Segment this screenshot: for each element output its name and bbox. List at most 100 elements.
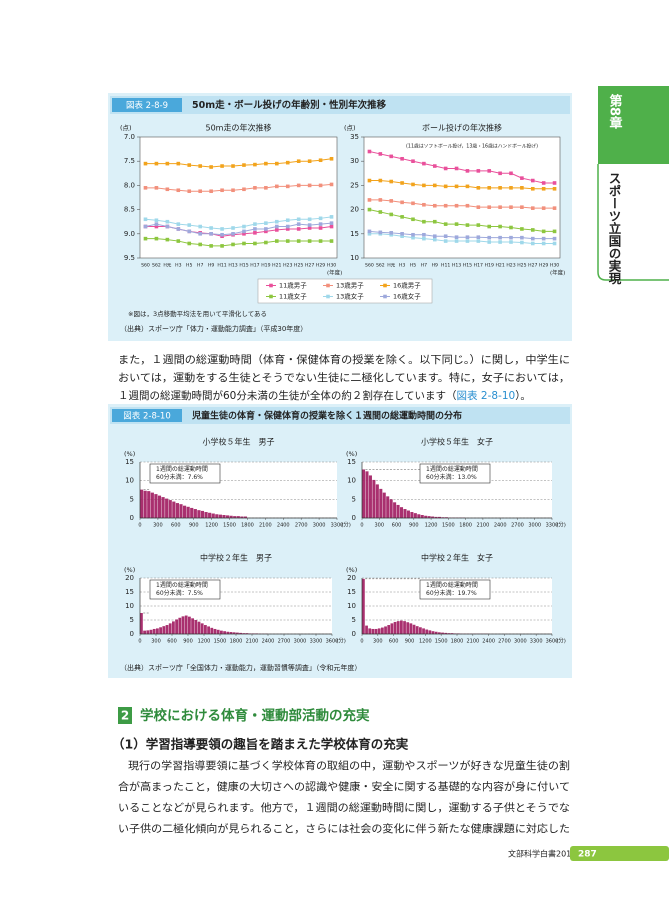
data-point [253, 227, 257, 231]
histogram-bar [403, 509, 407, 518]
legend-marker [326, 283, 330, 288]
data-point [275, 224, 279, 229]
annotation-box [149, 579, 221, 600]
histogram-bar [204, 512, 208, 518]
y-unit: (%) [124, 566, 135, 574]
data-point [411, 232, 415, 237]
histogram-bar [434, 516, 438, 518]
data-point [432, 183, 437, 188]
figure-note: ※図は，3点移動平均法を用いて平滑化してある [128, 309, 267, 318]
histogram-bar [447, 633, 451, 634]
data-point [432, 164, 437, 168]
x-tick-label: 2700 [295, 523, 308, 529]
x-tick-label: 300 [153, 523, 163, 529]
histogram-bar [229, 632, 233, 634]
histogram-bar [245, 633, 249, 634]
y-tick-label: 0 [352, 630, 356, 638]
data-point [253, 186, 257, 190]
histogram-bar [427, 516, 431, 518]
data-point [378, 198, 383, 202]
histogram-bar [190, 507, 194, 518]
data-point [389, 199, 394, 203]
y-tick-label: 10 [125, 602, 134, 610]
histogram-bar [239, 632, 242, 634]
x-tick-label: 1800 [241, 523, 254, 529]
y-tick-label: 8.0 [124, 181, 135, 189]
legend-box [257, 278, 433, 304]
section-subtitle: （1）学習指導要領の趣旨を踏まえた学校体育の充実 [112, 737, 409, 752]
histogram-bar [381, 627, 384, 634]
data-point [275, 228, 279, 232]
x-tick-label: H15 [463, 263, 472, 269]
histogram-bar [225, 515, 230, 518]
x-tick-label: 300 [373, 639, 383, 645]
data-point [143, 217, 148, 222]
chart-title: 小学校５年生 男子 [203, 437, 275, 447]
y-tick-label: 7.0 [124, 133, 135, 141]
histogram-bar [386, 496, 390, 518]
data-point [520, 176, 524, 180]
data-point [253, 241, 257, 246]
x-unit: (分) [341, 521, 351, 529]
data-point [541, 229, 546, 234]
histogram-bar [152, 628, 156, 634]
y-tick-label: 5 [352, 616, 356, 624]
figure-label: 図表 2-8-9 [126, 100, 168, 111]
figure-source: （出典）スポーツ庁「体力・運動能力調査」（平成30年度） [120, 324, 307, 333]
data-point [176, 222, 181, 226]
annotation-text: 1週間の総運動時間 [156, 581, 208, 589]
x-tick-label: H元 [163, 263, 171, 269]
data-point [242, 232, 246, 236]
data-point [242, 187, 246, 192]
x-tick-label: H13 [228, 263, 237, 269]
x-tick-label: H5 [410, 263, 416, 269]
data-point [242, 241, 246, 246]
histogram-bar [204, 625, 207, 634]
series-line [369, 180, 555, 190]
data-point [378, 178, 383, 183]
data-point [198, 224, 202, 229]
x-tick-label: H9 [208, 263, 214, 269]
data-point [165, 224, 170, 229]
legend-label: 13歳女子 [336, 292, 364, 301]
x-tick-label: 1200 [205, 523, 218, 529]
histogram-bar [424, 515, 428, 518]
data-point [285, 227, 290, 231]
x-tick-label: H23 [283, 263, 292, 269]
histogram-bar [178, 617, 182, 634]
figure-reference[interactable]: 図表 2-8-10 [457, 389, 516, 402]
histogram-bar [143, 630, 146, 634]
histogram-bar [210, 627, 214, 634]
x-tick-label: H13 [452, 263, 461, 269]
data-point [509, 205, 513, 209]
histogram-bar [368, 475, 372, 518]
histogram-bar [222, 515, 226, 518]
x-tick-label: H15 [239, 263, 248, 269]
histogram-bar [179, 504, 183, 518]
x-tick-label: H21 [495, 263, 504, 269]
histogram-bar [207, 626, 210, 634]
data-point [530, 236, 535, 241]
x-unit: (年度) [327, 269, 342, 277]
data-point [264, 161, 268, 166]
legend-marker [269, 294, 273, 299]
y-tick-label: 9.0 [124, 230, 135, 238]
data-point [307, 183, 312, 188]
histogram-bar [390, 623, 394, 634]
data-point [411, 201, 415, 206]
histogram-bar [396, 621, 400, 634]
annotation-box [419, 463, 491, 484]
series-line [369, 209, 555, 232]
x-tick-label: H25 [517, 263, 526, 269]
legend-label: 16歳女子 [393, 292, 421, 301]
data-point [389, 212, 394, 217]
data-point [307, 159, 312, 163]
data-point [476, 223, 481, 227]
histogram-bar [379, 488, 383, 518]
histogram-bar [188, 616, 191, 634]
data-point [487, 205, 492, 209]
data-point [253, 162, 257, 167]
series-line [145, 158, 332, 168]
data-point [552, 229, 557, 234]
data-point [454, 203, 459, 208]
